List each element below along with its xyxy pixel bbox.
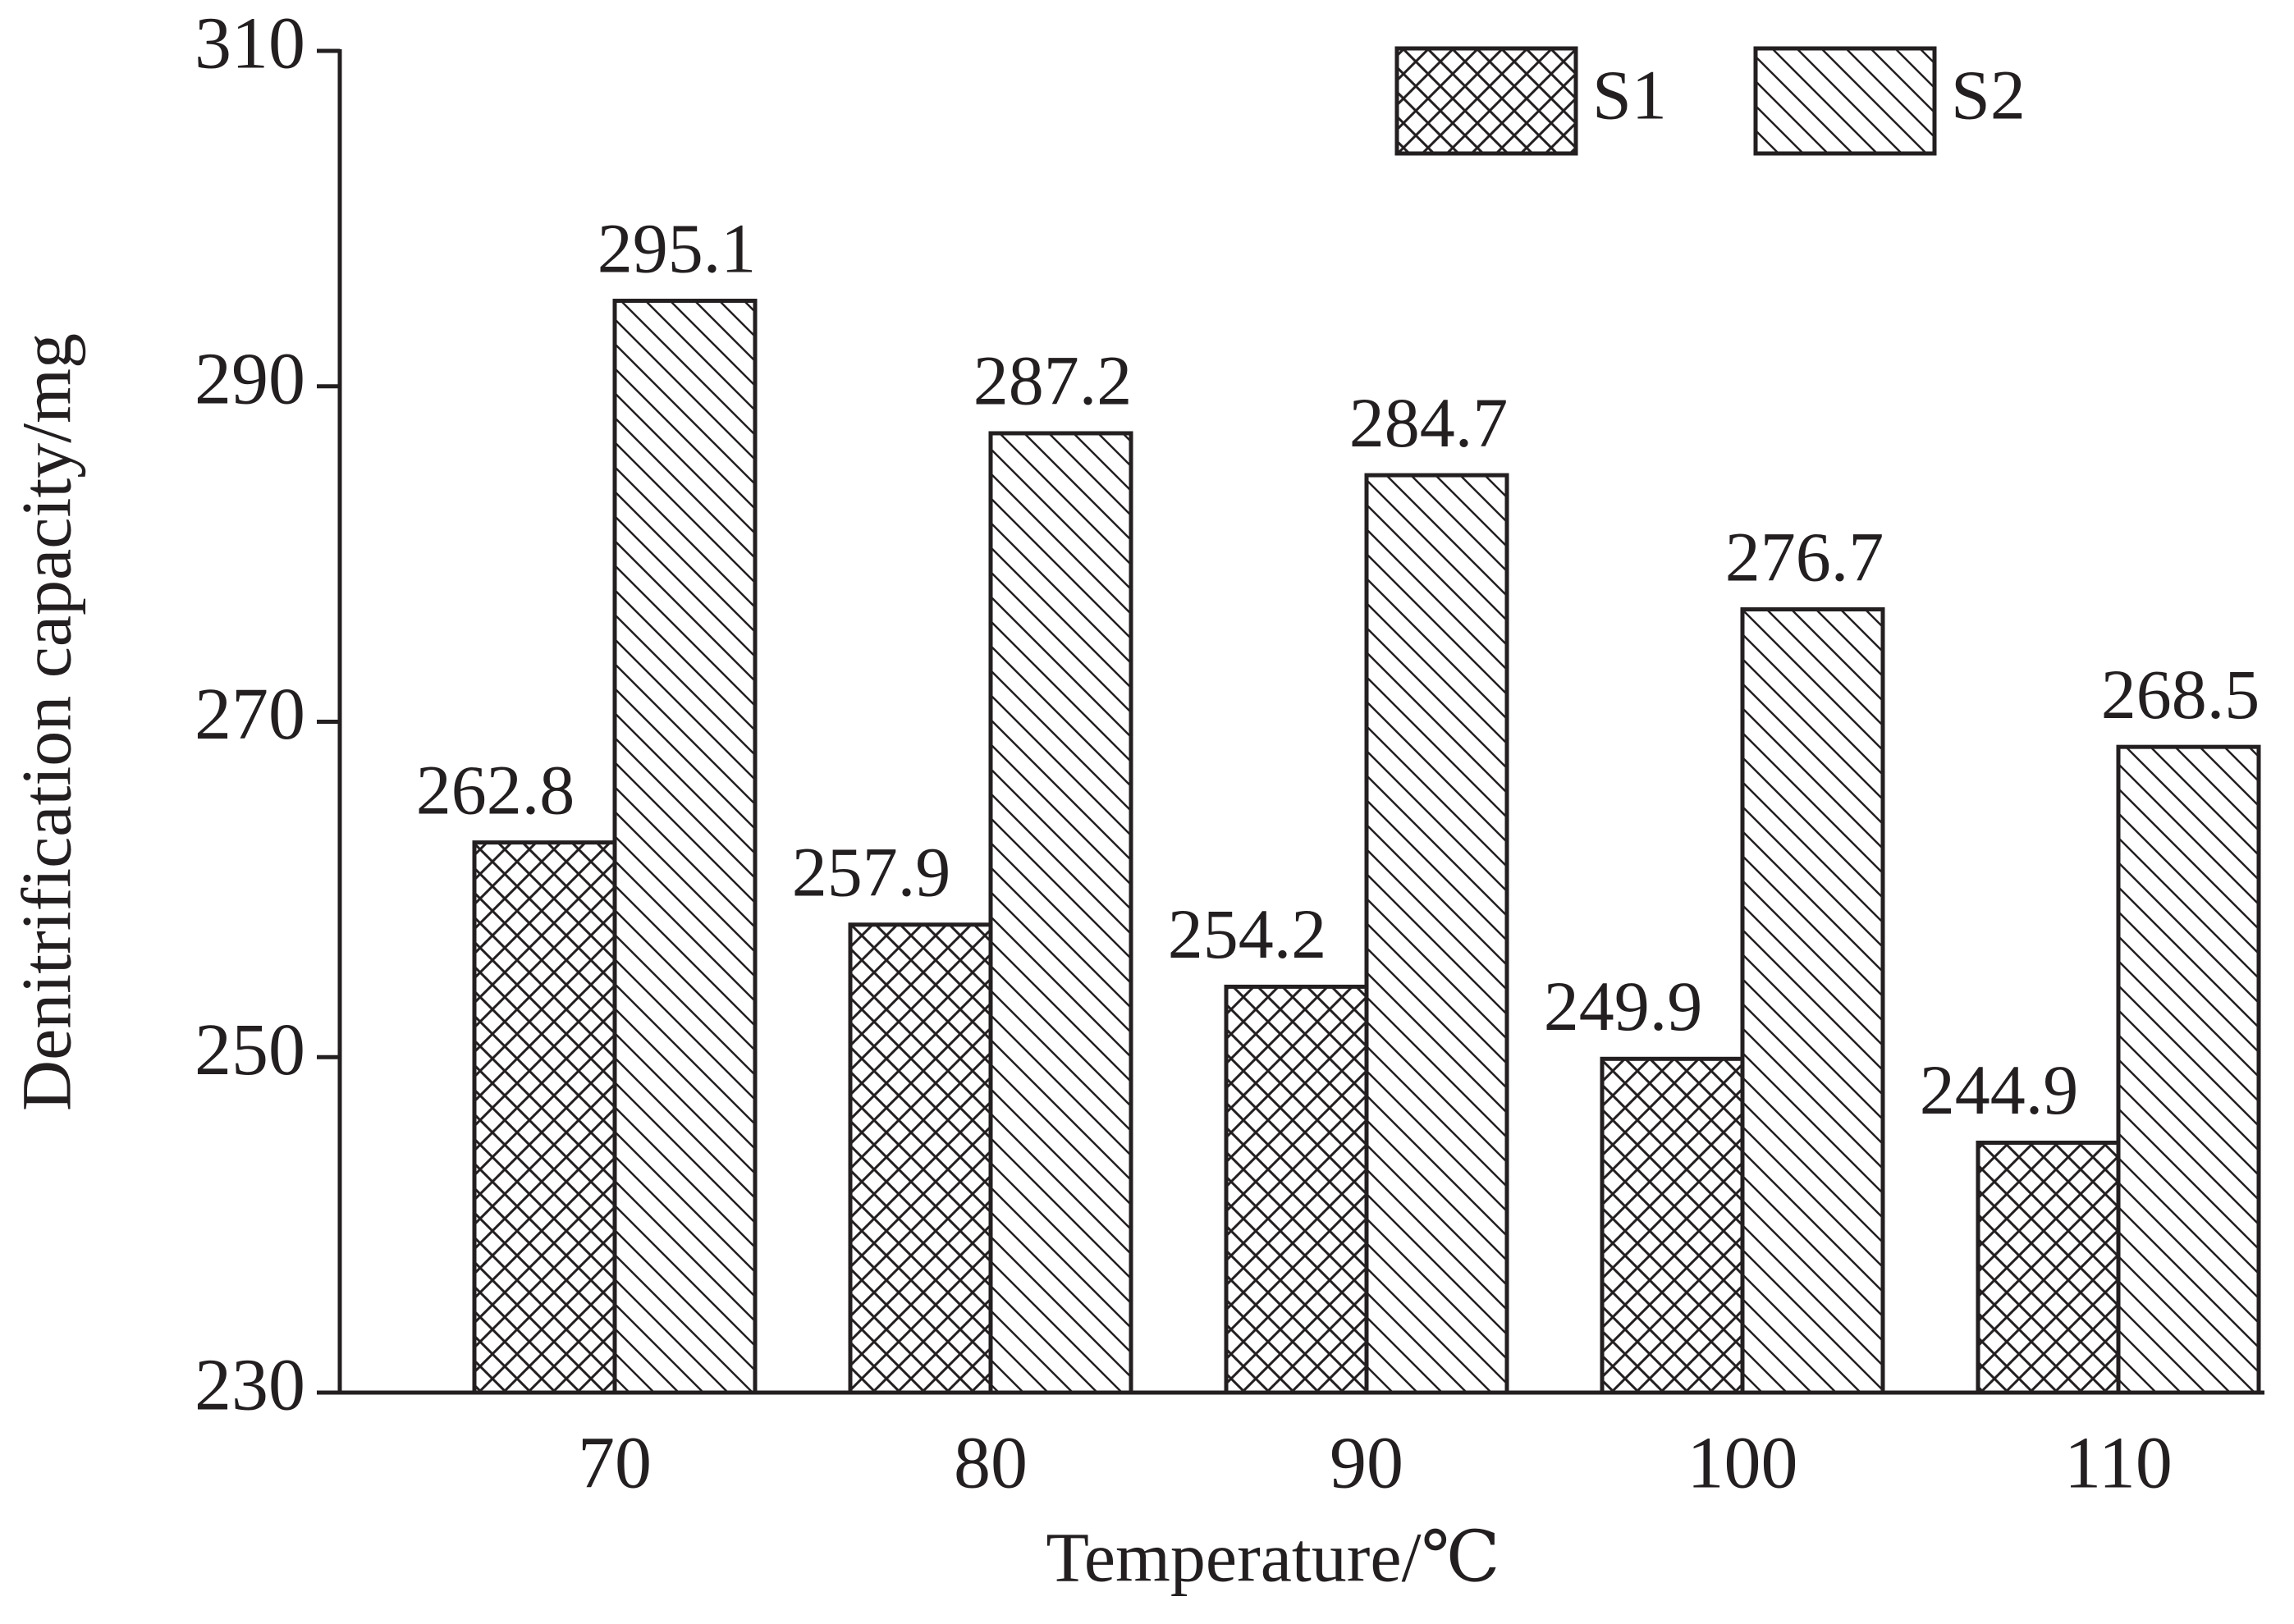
value-label: 268.5	[2101, 655, 2260, 734]
value-label: 262.8	[416, 750, 575, 829]
value-label: 287.2	[973, 341, 1133, 420]
y-tick-label: 270	[195, 674, 305, 755]
bar	[472, 840, 617, 1395]
legend-swatch	[1753, 46, 1937, 156]
bar	[1740, 607, 1885, 1395]
x-tick-label: 80	[954, 1423, 1028, 1504]
bar	[848, 922, 993, 1395]
x-tick-label: 90	[1330, 1423, 1403, 1504]
value-label: 254.2	[1168, 894, 1327, 973]
bar	[1224, 984, 1369, 1395]
x-tick-label: 100	[1687, 1423, 1798, 1504]
y-tick-label: 310	[195, 3, 305, 85]
bar	[1600, 1056, 1745, 1395]
y-tick-label: 230	[195, 1345, 305, 1426]
value-label: 257.9	[792, 833, 951, 912]
value-label: 284.7	[1349, 383, 1509, 462]
y-tick-label: 290	[195, 338, 305, 419]
x-tick-label: 70	[578, 1423, 652, 1504]
legend-label: S1	[1592, 56, 1667, 135]
bar	[612, 299, 758, 1395]
y-axis-title: Denitrification capacity/mg	[7, 333, 86, 1111]
value-label: 244.9	[1920, 1050, 2079, 1129]
x-tick-label: 110	[2064, 1423, 2173, 1504]
value-label: 276.7	[1725, 517, 1884, 596]
value-label: 249.9	[1544, 967, 1703, 1045]
bar	[988, 431, 1133, 1395]
value-label: 295.1	[598, 208, 757, 287]
x-axis-title: Temperature/℃	[1046, 1518, 1500, 1597]
bar	[1364, 473, 1509, 1395]
bar	[1976, 1140, 2121, 1395]
legend-label: S2	[1951, 56, 2026, 135]
legend-swatch	[1394, 46, 1578, 156]
y-tick-label: 250	[195, 1009, 305, 1091]
bar	[2116, 744, 2261, 1395]
